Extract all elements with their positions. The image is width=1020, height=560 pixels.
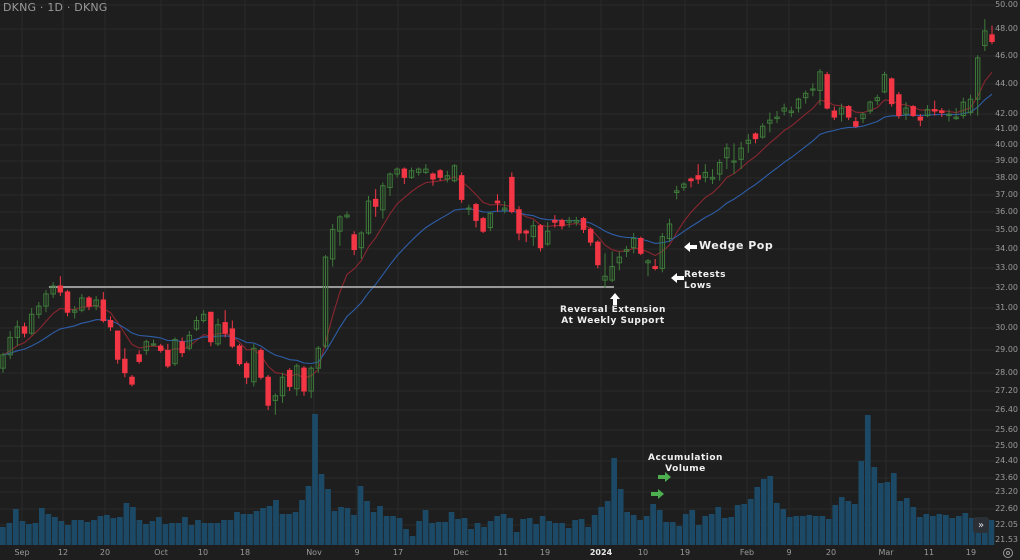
grid-lines xyxy=(0,0,995,545)
annotation-reversal: Reversal Extension At Weekly Support xyxy=(560,305,666,327)
price-label: 37.00 xyxy=(995,190,1018,199)
price-label: 23.20 xyxy=(995,487,1018,496)
chart-settings-icon[interactable] xyxy=(1003,548,1013,558)
annotation-retests: Retests Lows xyxy=(684,270,726,292)
date-label: 11 xyxy=(497,548,509,557)
annotation-arrows xyxy=(610,242,697,499)
price-label: 44.00 xyxy=(995,79,1018,88)
annotation-reversal-line2: At Weekly Support xyxy=(561,316,665,326)
date-label: Nov xyxy=(306,548,322,557)
price-label: 25.00 xyxy=(995,441,1018,450)
price-label: 26.40 xyxy=(995,405,1018,414)
price-label: 28.00 xyxy=(995,368,1018,377)
price-label: 32.00 xyxy=(995,283,1018,292)
price-label: 36.00 xyxy=(995,207,1018,216)
date-label: 19 xyxy=(539,548,551,557)
price-label: 29.00 xyxy=(995,345,1018,354)
price-label: 39.00 xyxy=(995,156,1018,165)
annotation-accumulation-line1: Accumulation xyxy=(648,453,723,463)
annotation-retests-line2: Lows xyxy=(684,281,712,291)
annotation-accumulation-line2: Volume xyxy=(665,464,706,474)
price-label: 34.00 xyxy=(995,244,1018,253)
scroll-to-latest-button[interactable]: » xyxy=(973,517,989,533)
price-label: 42.00 xyxy=(995,109,1018,118)
date-label: 10 xyxy=(197,548,209,557)
price-label: 22.60 xyxy=(995,504,1018,513)
price-label: 27.20 xyxy=(995,386,1018,395)
date-label: Mar xyxy=(878,548,894,557)
date-label: 17 xyxy=(392,548,404,557)
date-label: 10 xyxy=(637,548,649,557)
date-label: 12 xyxy=(57,548,69,557)
price-label: 30.00 xyxy=(995,323,1018,332)
date-label: Feb xyxy=(739,548,755,557)
annotation-retests-line1: Retests xyxy=(684,270,726,280)
date-label: Oct xyxy=(154,548,168,557)
candlesticks xyxy=(0,19,995,415)
date-label: 9 xyxy=(354,548,360,557)
price-label: 35.00 xyxy=(995,225,1018,234)
volume-bars xyxy=(0,414,995,545)
date-label: Dec xyxy=(453,548,469,557)
moving-averages xyxy=(2,71,993,379)
price-label: 33.00 xyxy=(995,263,1018,272)
price-label: 50.00 xyxy=(995,0,1018,9)
price-label: 41.00 xyxy=(995,124,1018,133)
annotation-wedge-pop: Wedge Pop xyxy=(699,239,774,252)
chart-title: DKNG · 1D · DKNG xyxy=(3,1,108,14)
price-label: 23.60 xyxy=(995,473,1018,482)
price-label: 48.00 xyxy=(995,24,1018,33)
date-label: 20 xyxy=(99,548,111,557)
annotation-reversal-line1: Reversal Extension xyxy=(560,305,666,315)
date-label: 2024 xyxy=(589,548,613,557)
price-label: 38.00 xyxy=(995,173,1018,182)
date-label: 9 xyxy=(786,548,792,557)
price-label: 46.00 xyxy=(995,51,1018,60)
price-label: 40.00 xyxy=(995,140,1018,149)
date-label: 19 xyxy=(679,548,691,557)
date-label: Sep xyxy=(14,548,30,557)
annotation-accumulation: Accumulation Volume xyxy=(648,453,723,475)
price-label: 21.53 xyxy=(995,535,1018,544)
date-label: 19 xyxy=(965,548,977,557)
price-label: 22.05 xyxy=(995,520,1018,529)
date-label: 18 xyxy=(239,548,251,557)
price-label: 31.00 xyxy=(995,303,1018,312)
price-label: 25.60 xyxy=(995,425,1018,434)
date-label: 20 xyxy=(825,548,837,557)
date-label: 11 xyxy=(923,548,935,557)
price-label: 24.40 xyxy=(995,456,1018,465)
